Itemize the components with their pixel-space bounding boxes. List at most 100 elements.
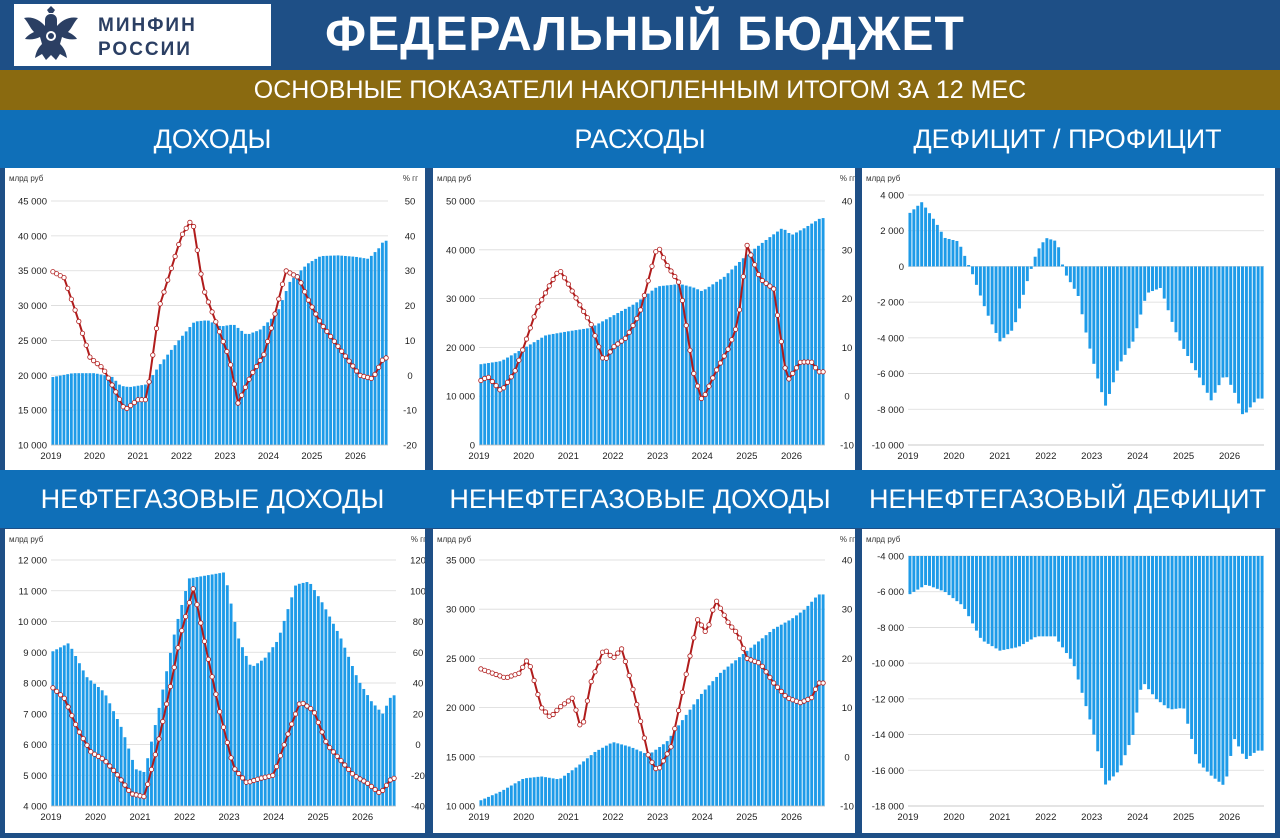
y-unit-left: млрд руб xyxy=(9,535,44,544)
line-point xyxy=(588,679,594,685)
line-point xyxy=(92,751,98,757)
bar xyxy=(1233,266,1237,393)
bar xyxy=(947,238,951,267)
section-title-revenue: ДОХОДЫ xyxy=(153,124,272,154)
bar xyxy=(734,265,738,445)
y-tick-right: -20 xyxy=(403,441,417,452)
chart-expenses: 0 10 000 20 000 30 000 40 000 50 000 млрд руб%… xyxy=(437,174,855,462)
line-point xyxy=(721,353,727,359)
line-point xyxy=(710,607,716,613)
line-point xyxy=(725,619,731,625)
bar xyxy=(498,791,502,806)
bar xyxy=(814,597,817,806)
bar xyxy=(1010,266,1014,331)
y-tick-left: 4 000 xyxy=(880,191,904,202)
bar xyxy=(601,747,605,806)
line-point xyxy=(706,383,712,389)
line-point xyxy=(105,375,112,381)
line-point xyxy=(793,365,800,371)
bar xyxy=(369,255,373,445)
line-point xyxy=(202,289,208,295)
bar xyxy=(1205,266,1209,393)
y-tick-right: 0 xyxy=(415,740,420,751)
bar xyxy=(1248,556,1252,756)
line-point xyxy=(520,664,526,670)
bar xyxy=(540,337,544,445)
line-point xyxy=(542,709,549,715)
bar xyxy=(821,594,825,806)
line-point xyxy=(501,385,507,391)
bar xyxy=(119,726,123,806)
bar xyxy=(1201,266,1205,386)
line-point xyxy=(50,685,56,691)
y-tick-right: 10 xyxy=(842,703,853,714)
minfin-logo[interactable]: МИНФИН РОССИИ xyxy=(14,4,271,66)
y-unit-right: % гг xyxy=(403,174,418,183)
bar xyxy=(210,574,214,806)
line-point xyxy=(596,344,602,350)
bar xyxy=(1162,556,1166,706)
bar xyxy=(555,779,559,806)
y-tick-left: 30 000 xyxy=(446,605,475,616)
line-point xyxy=(153,325,160,331)
bar xyxy=(162,359,166,445)
y-tick-left: -8 000 xyxy=(877,623,904,634)
chart-panel-deficit: -10 000 -8 000 -6 000 -4 000 -2 000 0 2 000 4 0… xyxy=(862,168,1275,470)
x-tick: 2021 xyxy=(558,451,579,462)
chart-non-oil-gas-deficit: -18 000 -16 000 -14 000 -12 000 -10 000 -8 00… xyxy=(866,535,1264,823)
line-point xyxy=(300,700,306,706)
chart-panel-non-oil-gas: 10 000 15 000 20 000 25 000 30 000 35 000 млрд… xyxy=(433,529,855,833)
bar xyxy=(1209,266,1213,401)
y-tick-left: -10 000 xyxy=(872,441,904,452)
line-point xyxy=(759,277,765,284)
bar xyxy=(218,325,221,445)
x-tick: 2026 xyxy=(781,812,802,823)
bar xyxy=(582,761,586,806)
line-point xyxy=(216,329,223,335)
bar xyxy=(589,327,593,445)
bar xyxy=(908,212,912,267)
line-point xyxy=(702,628,708,635)
line-point xyxy=(508,374,514,380)
line-point xyxy=(313,311,319,317)
bar xyxy=(354,675,358,806)
line-point xyxy=(339,348,345,354)
bar xyxy=(1088,266,1092,349)
line-point xyxy=(335,343,341,349)
x-tick: 2026 xyxy=(1219,451,1240,462)
bar xyxy=(1025,266,1029,282)
bar xyxy=(1225,266,1229,378)
line-point xyxy=(812,365,819,371)
line-point xyxy=(350,363,356,369)
bar xyxy=(566,331,570,445)
bar xyxy=(1221,266,1225,378)
line-point xyxy=(809,359,815,365)
bar xyxy=(768,632,772,806)
bar xyxy=(604,319,608,445)
line-point xyxy=(626,672,632,679)
bar xyxy=(1182,556,1186,709)
bar xyxy=(974,556,978,631)
line-point xyxy=(250,369,256,375)
bar xyxy=(715,676,719,806)
bar xyxy=(1135,266,1139,329)
bar xyxy=(536,339,540,445)
y-tick-right: 30 xyxy=(842,245,853,256)
y-tick-left: -16 000 xyxy=(872,766,904,777)
bar xyxy=(994,556,998,649)
bar xyxy=(84,373,88,445)
y-unit-left: млрд руб xyxy=(866,535,901,544)
chart-deficit: -10 000 -8 000 -6 000 -4 000 -2 000 0 2 000 4 0… xyxy=(866,174,1264,462)
bar xyxy=(974,266,978,285)
bar xyxy=(225,585,229,806)
x-tick: 2020 xyxy=(513,812,534,823)
bar xyxy=(1049,239,1053,267)
bar xyxy=(593,751,597,806)
line-point xyxy=(285,731,291,737)
y-tick-left: 20 000 xyxy=(446,703,475,714)
bar xyxy=(635,302,639,445)
bar xyxy=(214,324,218,445)
x-tick: 2019 xyxy=(897,451,918,462)
bar xyxy=(123,737,127,806)
line-point xyxy=(88,749,94,755)
